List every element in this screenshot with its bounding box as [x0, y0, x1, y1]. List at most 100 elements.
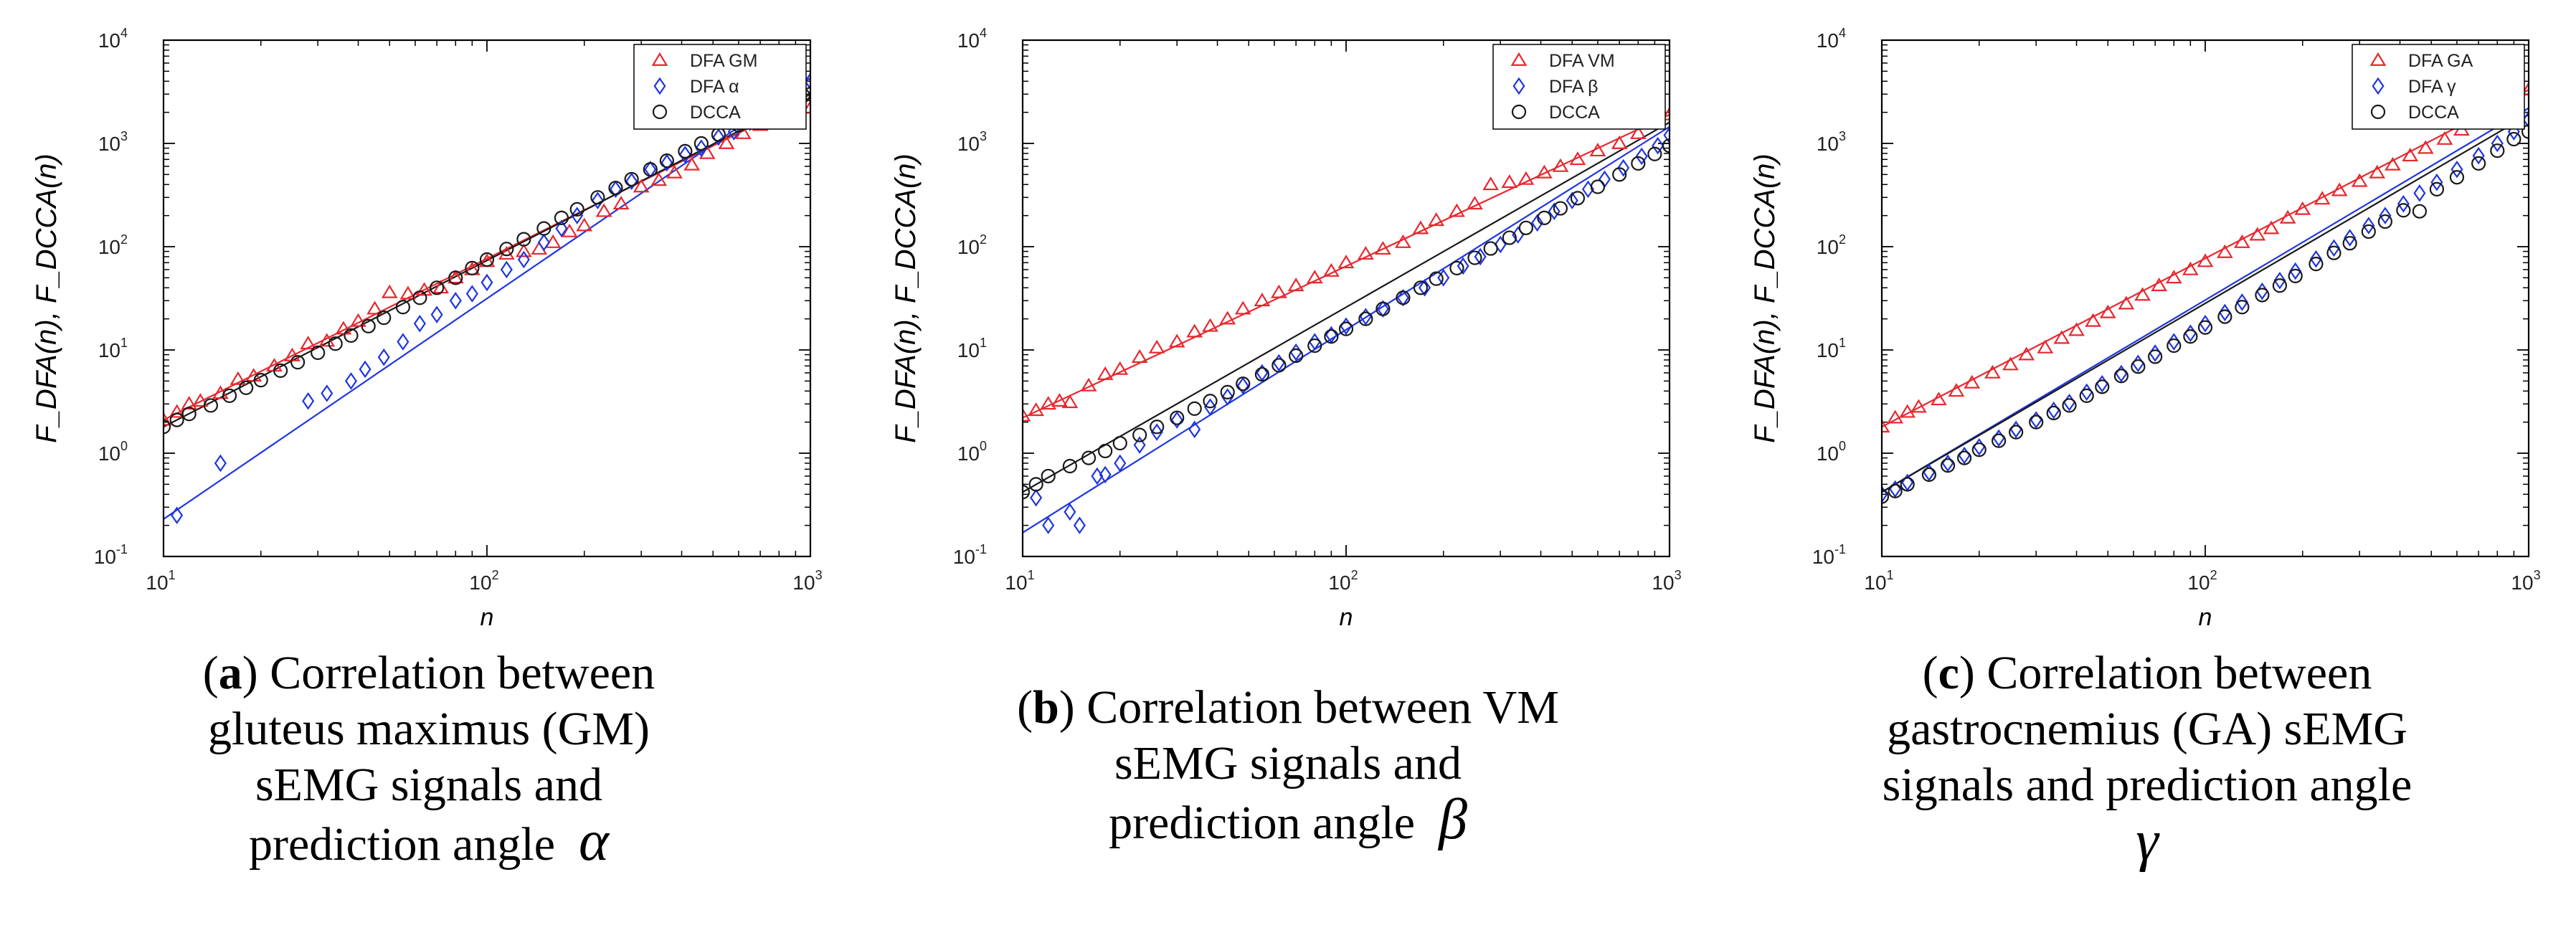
data-point — [2046, 405, 2061, 421]
data-point — [2506, 131, 2521, 147]
data-point — [1548, 202, 1561, 220]
data-point — [1900, 477, 1915, 492]
data-point — [2342, 236, 2357, 251]
data-point — [1168, 333, 1185, 348]
data-point — [399, 285, 417, 300]
data-point — [1882, 489, 1890, 504]
data-point — [1948, 383, 1965, 397]
minor-ticks — [164, 40, 810, 556]
data-point — [2430, 173, 2443, 191]
data-point — [1589, 143, 1606, 157]
plot-frame — [1021, 39, 1671, 558]
data-point — [416, 282, 432, 296]
data-point — [2520, 82, 2529, 96]
data-point — [1254, 366, 1270, 382]
legend-label: DFA γ — [2408, 77, 2456, 97]
data-point — [2344, 229, 2357, 247]
data-point — [1080, 377, 1097, 392]
panel-c: 101 102 103 10-1 100 101 102 103 104 n F_DFA(n), F… — [1718, 0, 2576, 948]
series-0 — [1882, 82, 2529, 433]
caption-a: (a) Correlation between gluteus maximus … — [0, 645, 858, 873]
data-point — [1940, 458, 1956, 473]
data-point — [2417, 140, 2434, 154]
fit-lines — [164, 77, 810, 520]
data-point — [2279, 209, 2296, 224]
legend-box — [633, 44, 807, 130]
data-point — [1051, 393, 1068, 407]
data-point — [555, 219, 568, 237]
data-point — [361, 318, 376, 333]
data-point — [1081, 450, 1097, 465]
data-point — [2183, 329, 2198, 344]
caption-label: c — [1938, 647, 1959, 699]
caption-label: a — [218, 647, 242, 699]
data-point — [718, 135, 735, 149]
caption-line: prediction angle — [1109, 797, 1416, 849]
fit-lines — [1882, 89, 2529, 493]
x-tick-label: 102 — [469, 568, 498, 594]
data-point — [2167, 338, 2182, 354]
data-point — [1457, 257, 1469, 275]
data-point — [660, 153, 673, 172]
x-axis-label: n — [2199, 604, 2212, 631]
y-tick-label: 100 — [98, 439, 128, 465]
data-point — [1114, 454, 1127, 473]
data-point — [1437, 269, 1450, 287]
data-point — [1502, 230, 1517, 245]
fit-line — [1023, 125, 1670, 534]
data-point — [164, 420, 171, 435]
data-point — [1219, 311, 1236, 325]
fit-line — [164, 93, 810, 428]
data-point — [2080, 383, 2093, 402]
data-point — [1073, 516, 1086, 534]
data-point — [381, 284, 398, 298]
legend-marker — [653, 77, 666, 95]
data-point — [1187, 401, 1202, 416]
data-point — [2235, 300, 2250, 315]
data-point — [2148, 349, 2163, 364]
data-point — [1647, 146, 1662, 161]
data-point — [1910, 399, 1927, 413]
data-point — [2151, 278, 2168, 292]
y-tick-label: 10-1 — [1812, 542, 1846, 568]
panel-b: 101 102 103 10-1 100 101 102 103 104 n F_DFA(n), F… — [859, 0, 1717, 948]
data-point — [1992, 429, 2005, 447]
data-point — [1042, 516, 1055, 534]
data-point — [2377, 214, 2392, 229]
data-point — [1419, 279, 1431, 297]
data-point — [465, 260, 480, 275]
data-point — [181, 407, 196, 422]
data-point — [1202, 318, 1218, 332]
data-point — [2167, 333, 2180, 351]
data-point — [1221, 388, 1234, 406]
data-point — [465, 285, 478, 303]
legend-label: DCCA — [690, 103, 741, 123]
data-point — [1662, 138, 1670, 153]
data-point — [2491, 134, 2504, 153]
data-point — [328, 336, 343, 351]
data-point — [2326, 245, 2341, 260]
data-point — [1958, 446, 1971, 465]
fit-line — [164, 77, 810, 520]
data-point — [554, 210, 569, 225]
data-point — [571, 207, 584, 224]
data-point — [2099, 304, 2116, 318]
data-point — [1322, 262, 1340, 277]
data-point — [1553, 201, 1568, 216]
data-point — [412, 290, 427, 305]
data-point — [1133, 436, 1146, 454]
y-axis-label: F_DFA(n), F_DCCA(n) — [1749, 153, 1781, 443]
data-point — [1041, 468, 1056, 484]
data-point — [1132, 427, 1147, 442]
data-point — [595, 203, 612, 217]
data-point — [169, 412, 184, 427]
data-point — [1324, 329, 1339, 344]
data-point — [1598, 170, 1611, 189]
data-point — [2249, 227, 2266, 241]
data-point — [500, 260, 513, 279]
data-point — [2131, 359, 2146, 374]
series-2 — [1882, 124, 2529, 504]
data-point — [2429, 181, 2445, 196]
chart-c: 101 102 103 10-1 100 101 102 103 104 n F_DFA(n), F… — [1749, 26, 2541, 631]
data-point — [1611, 135, 1628, 149]
